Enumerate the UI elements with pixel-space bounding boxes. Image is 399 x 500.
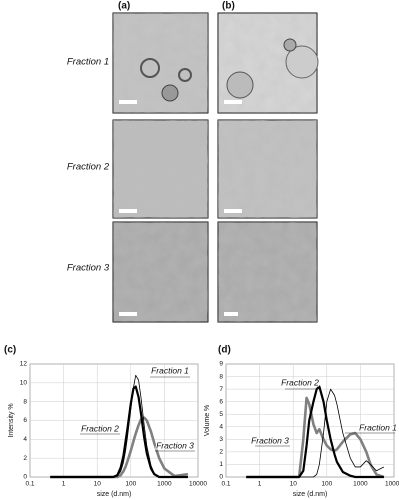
- series-annotation: Fraction 1: [359, 422, 397, 432]
- y-tick-label: 2: [219, 449, 223, 456]
- image-a1: [112, 12, 209, 114]
- y-tick-label: 6: [23, 417, 27, 424]
- image-a2: [112, 119, 209, 219]
- panel-label: (c): [4, 345, 16, 356]
- row-label: Fraction 2: [67, 162, 110, 173]
- series-line: [50, 374, 188, 478]
- x-tick-label: 10000: [189, 481, 207, 488]
- image-b3: [217, 221, 318, 323]
- y-tick-label: 8: [219, 373, 223, 380]
- series-annotation: Fraction 2: [281, 377, 319, 387]
- x-tick-label: 1000: [157, 481, 172, 488]
- y-tick-label: 0: [23, 474, 27, 481]
- series-annotation: Fraction 3: [251, 435, 289, 445]
- y-tick-label: 2: [23, 455, 27, 462]
- row-label: Fraction 3: [67, 263, 110, 274]
- y-tick-label: 10: [20, 380, 28, 387]
- x-axis-label: size (d.nm): [97, 491, 132, 498]
- x-tick-label: 1: [258, 481, 262, 488]
- micrographs: [112, 12, 319, 323]
- panel-label: (b): [222, 1, 235, 12]
- series-line: [246, 385, 384, 479]
- image-b1: [217, 12, 319, 114]
- y-tick-label: 0: [219, 474, 223, 481]
- series-line: [50, 416, 189, 479]
- y-tick-label: 9: [219, 361, 223, 368]
- y-tick-label: 5: [219, 411, 223, 418]
- x-tick-label: 100: [125, 481, 136, 488]
- x-tick-label: 0.1: [221, 481, 230, 488]
- row-label: Fraction 1: [67, 57, 109, 68]
- x-tick-label: 10: [290, 481, 298, 488]
- x-tick-label: 10: [94, 481, 102, 488]
- series-annotation: Fraction 3: [156, 440, 194, 450]
- image-a3: [112, 221, 209, 323]
- x-axis-label: size (d.nm): [293, 491, 328, 498]
- x-tick-label: 10000: [385, 481, 399, 488]
- panel-label: (d): [218, 345, 231, 356]
- x-tick-label: 1000: [353, 481, 368, 488]
- y-axis-label: Intensity %: [8, 403, 15, 437]
- y-tick-label: 8: [23, 398, 27, 405]
- series-annotation: Fraction 2: [81, 423, 119, 433]
- image-b2: [217, 119, 318, 219]
- y-tick-label: 4: [219, 423, 223, 430]
- y-tick-label: 1: [219, 461, 223, 468]
- series-annotation: Fraction 1: [151, 365, 189, 375]
- panel-label: (a): [118, 1, 130, 12]
- y-tick-label: 3: [219, 436, 223, 443]
- x-tick-label: 100: [321, 481, 332, 488]
- y-axis-label: Volume %: [204, 405, 211, 437]
- y-tick-label: 12: [20, 361, 28, 368]
- y-tick-label: 6: [219, 398, 223, 405]
- x-tick-label: 0.1: [25, 481, 34, 488]
- series-line: [246, 388, 385, 478]
- y-tick-label: 7: [219, 386, 223, 393]
- series-line: [50, 385, 188, 479]
- series-line: [246, 396, 385, 479]
- x-tick-label: 1: [62, 481, 66, 488]
- y-tick-label: 4: [23, 436, 27, 443]
